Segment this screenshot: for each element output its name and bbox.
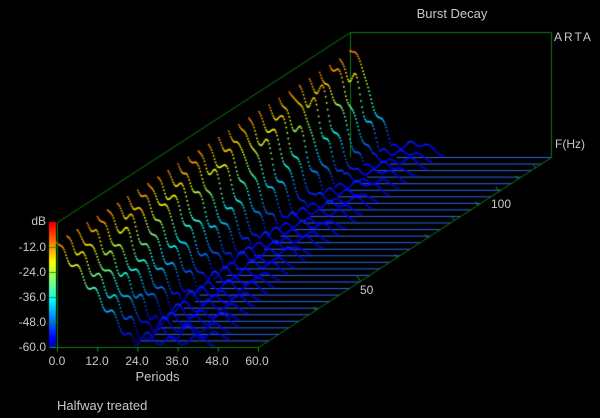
periods-tick-label: 24.0	[125, 354, 149, 368]
periods-tick-label: 48.0	[205, 354, 229, 368]
overlay-note: Halfway treated	[57, 398, 148, 413]
freq-tick-label: 100	[491, 197, 512, 211]
db-tick-label: -48.0	[18, 315, 46, 329]
periods-tick-label: 12.0	[85, 354, 109, 368]
db-tick-label: -60.0	[18, 340, 46, 354]
db-tick-label: -12.0	[18, 240, 46, 254]
freq-axis-label: F(Hz)	[555, 137, 585, 151]
periods-tick-label: 36.0	[165, 354, 189, 368]
chart-title: Burst Decay	[416, 6, 488, 21]
db-tick-label: -24.0	[18, 265, 46, 279]
arta-watermark: ARTA	[554, 30, 591, 44]
periods-tick-label: 60.0	[245, 354, 269, 368]
periods-tick-label: 0.0	[48, 354, 66, 368]
db-tick-label: -36.0	[18, 290, 46, 304]
db-axis-label: dB	[31, 214, 46, 228]
periods-axis-label: Periods	[135, 369, 180, 384]
freq-tick-label: 50	[360, 283, 374, 297]
